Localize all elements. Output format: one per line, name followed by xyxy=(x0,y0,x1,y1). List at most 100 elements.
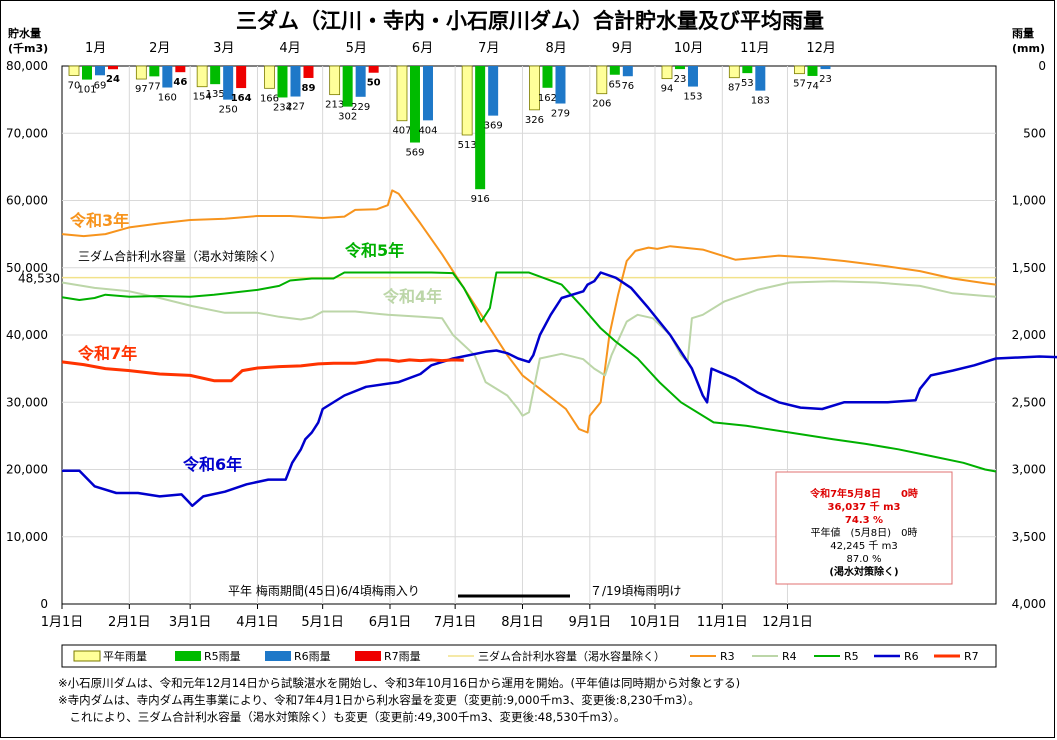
legend-label: R7雨量 xyxy=(384,650,421,663)
month-label-top: 1月 xyxy=(85,41,106,56)
x-tick-label: 9月1日 xyxy=(569,615,612,630)
rain-bar xyxy=(422,66,433,121)
legend-swatch xyxy=(355,651,381,661)
rain-bar xyxy=(223,66,234,100)
rain-bar-label: 234 xyxy=(273,102,292,113)
rain-bar xyxy=(661,65,673,80)
x-tick-label: 7月1日 xyxy=(434,615,477,630)
rain-bar-label: 250 xyxy=(219,105,238,116)
x-tick-label: 11月1日 xyxy=(697,615,748,630)
right-tick-label: 4,000 xyxy=(1012,597,1046,611)
rain-bar-label: 513 xyxy=(458,140,477,151)
legend-label: 平年雨量 xyxy=(103,649,147,663)
month-label-top: 4月 xyxy=(279,41,300,56)
rain-bar-label: 57 xyxy=(793,79,806,90)
right-tick-label: 0 xyxy=(1038,59,1046,73)
rain-bar xyxy=(342,66,353,107)
series-line-r3 xyxy=(61,189,997,434)
rain-bar xyxy=(728,65,740,79)
right-tick-label: 3,000 xyxy=(1012,463,1046,477)
month-label-top: 7月 xyxy=(478,41,499,56)
rain-bar-label: 916 xyxy=(471,194,490,205)
rain-bar xyxy=(355,66,366,97)
rain-bar xyxy=(596,65,608,95)
rain-bar-label: 76 xyxy=(621,81,634,92)
rain-bar-label: 206 xyxy=(592,99,611,110)
x-tick-label: 8月1日 xyxy=(501,615,544,630)
rain-bar-label: 404 xyxy=(418,125,437,136)
rain-bar-label: 569 xyxy=(405,148,424,159)
month-label-top: 6月 xyxy=(412,41,433,56)
month-label-top: 12月 xyxy=(806,41,836,56)
x-tick-label: 6月1日 xyxy=(369,615,412,630)
rain-bar xyxy=(329,65,341,96)
rain-bar-label: 87 xyxy=(728,83,741,94)
left-tick-label: 40,000 xyxy=(6,328,48,342)
left-tick-label: 10,000 xyxy=(6,530,48,544)
rain-bar xyxy=(555,66,566,104)
x-tick-label: 1月1日 xyxy=(41,615,84,630)
capacity-label: 三ダム合計利水容量（渇水対策除く） xyxy=(78,249,282,264)
rain-bar-label: 326 xyxy=(525,115,544,126)
legend-label: R5雨量 xyxy=(204,650,241,663)
rain-bar xyxy=(820,66,831,70)
rain-bar-label: 89 xyxy=(302,83,316,94)
right-tick-label: 3,500 xyxy=(1012,530,1046,544)
rain-bar-label: 164 xyxy=(231,93,252,104)
rain-bar-label: 166 xyxy=(260,93,279,104)
rain-bar xyxy=(68,65,80,76)
rain-bar xyxy=(149,66,160,77)
rain-bar-label: 213 xyxy=(325,100,344,111)
note-3: これにより、三ダム合計利水容量（渇水対策除く）も変更（変更前:49,300千m3… xyxy=(58,710,626,724)
rain-bar xyxy=(162,66,173,88)
series-label-r3: 令和3年 xyxy=(69,211,129,230)
note-2: ※寺内ダムは、寺内ダム再生事業により、令和7年4月1日から利水容量を変更（変更前… xyxy=(58,693,700,707)
rain-bar xyxy=(622,66,633,77)
month-label-top: 10月 xyxy=(674,41,704,56)
rain-bar xyxy=(396,65,408,122)
legend-swatch xyxy=(265,651,291,661)
info-rate: 74.3 % xyxy=(845,515,883,526)
right-tick-label: 2,500 xyxy=(1012,395,1046,409)
rain-bar-label: 279 xyxy=(551,109,570,120)
rain-bar-label: 65 xyxy=(608,80,621,91)
legend-label: R5 xyxy=(844,650,859,663)
right-tick-label: 500 xyxy=(1023,126,1046,140)
info-storage: 36,037 千 m3 xyxy=(828,500,901,513)
rain-bar-label: 77 xyxy=(148,81,161,92)
rain-bar xyxy=(303,66,314,78)
series-line-r5 xyxy=(61,271,997,473)
series-label-r7: 令和7年 xyxy=(77,344,137,363)
series-line-r4 xyxy=(61,280,997,417)
rain-bar-label: 369 xyxy=(484,121,503,132)
month-label-top: 8月 xyxy=(546,41,567,56)
right-axis-label: 雨量 xyxy=(1012,27,1034,40)
x-tick-label: 12月1日 xyxy=(762,615,813,630)
rain-bar xyxy=(196,65,208,88)
rain-bar-label: 101 xyxy=(77,85,96,96)
series-label-r5: 令和5年 xyxy=(344,241,404,260)
rain-bar-label: 153 xyxy=(683,92,702,103)
left-tick-label: 50,000 xyxy=(6,261,48,275)
month-label-top: 2月 xyxy=(149,41,170,56)
series-label-r4: 令和4年 xyxy=(382,287,442,306)
rain-bar-label: 135 xyxy=(206,89,225,100)
rain-bar-label: 407 xyxy=(392,126,411,137)
rain-bar xyxy=(290,66,301,97)
rain-bar xyxy=(488,66,499,116)
rain-bar xyxy=(236,66,247,89)
series-label-r6: 令和6年 xyxy=(182,455,242,474)
rain-bar-label: 229 xyxy=(351,102,370,113)
info-date: 令和7年5月8日 0時 xyxy=(809,487,918,500)
right-axis-unit: (mm) xyxy=(1012,42,1045,55)
rain-bar xyxy=(807,66,818,76)
note-1: ※小石原川ダムは、令和元年12月14日から試験湛水を開始し、令和3年10月16日… xyxy=(58,676,741,690)
legend-label: R6 xyxy=(904,650,919,663)
rain-bar-label: 50 xyxy=(367,78,381,89)
x-tick-label: 10月1日 xyxy=(630,615,681,630)
left-tick-label: 30,000 xyxy=(6,395,48,409)
month-label-top: 5月 xyxy=(346,41,367,56)
series-line-r6 xyxy=(62,271,1057,508)
